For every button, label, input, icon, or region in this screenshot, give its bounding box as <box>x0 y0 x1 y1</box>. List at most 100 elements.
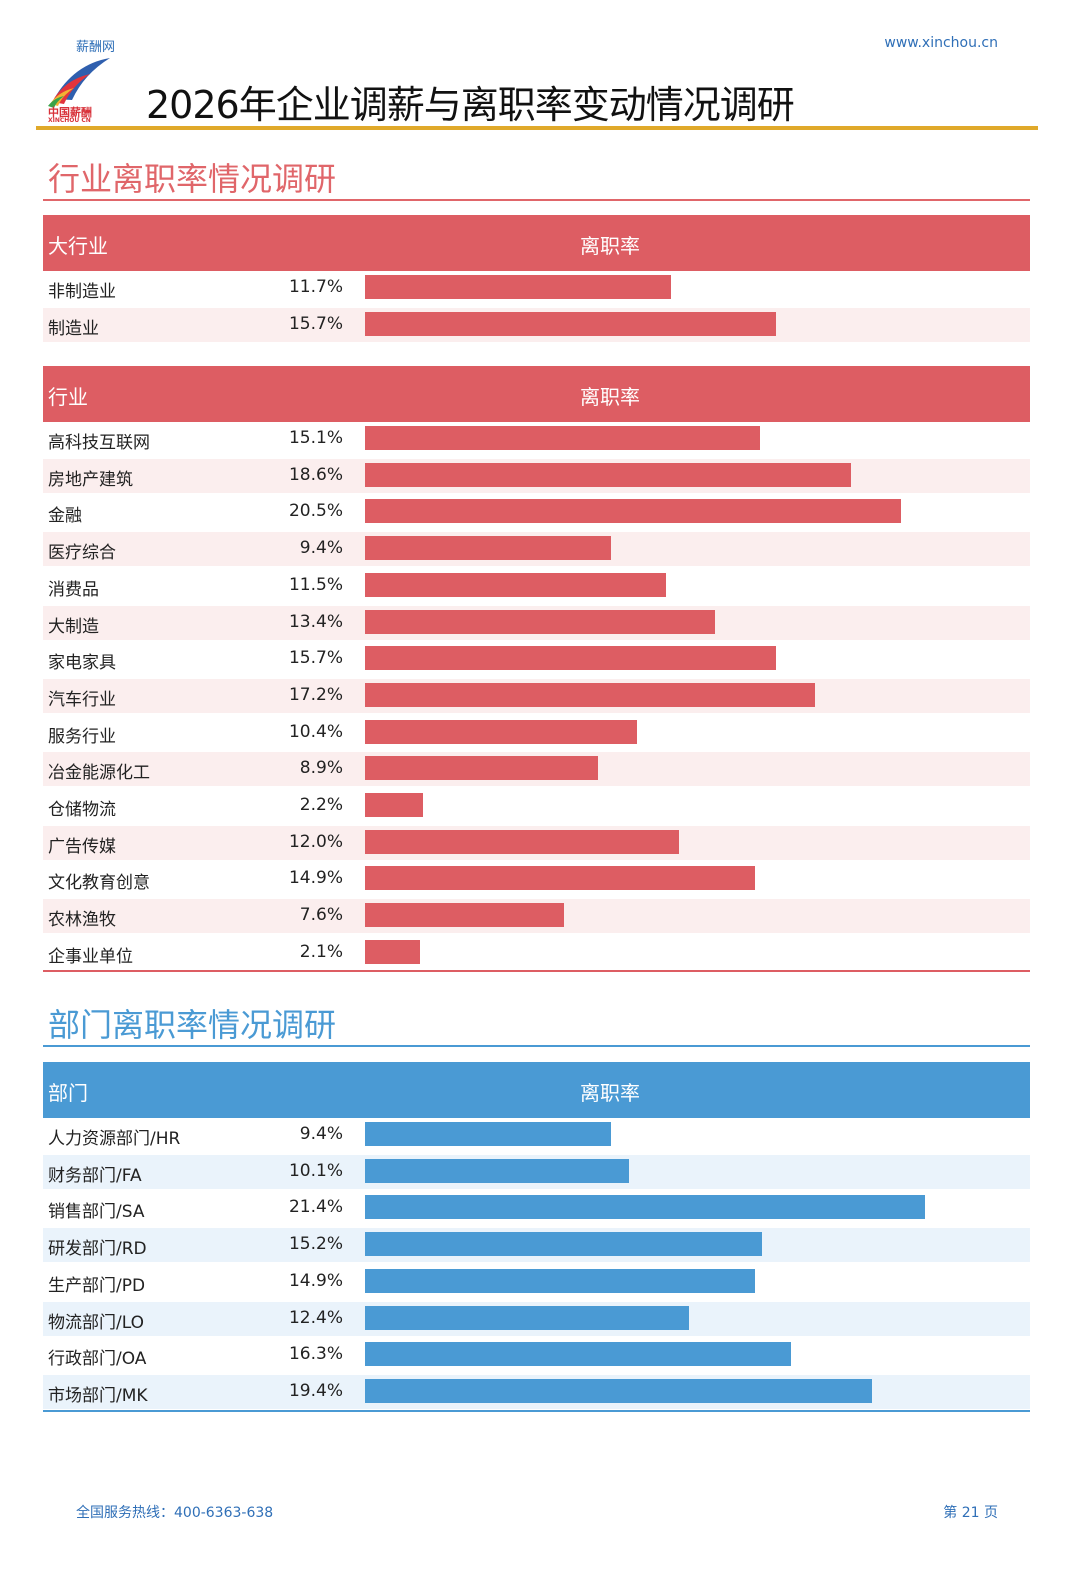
category-label: 家电家具 <box>48 653 116 674</box>
bar <box>365 939 420 964</box>
table-row: 汽车行业 17.2% <box>43 678 1030 713</box>
category-label: 广告传媒 <box>48 836 116 857</box>
table-row: 广告传媒 12.0% <box>43 825 1030 860</box>
header-divider <box>36 126 1038 130</box>
table-row: 高科技互联网 15.1% <box>43 422 1030 456</box>
value-label: 21.4% <box>288 1197 343 1218</box>
table-row: 医疗综合 9.4% <box>43 532 1030 567</box>
table-row: 人力资源部门/HR 9.4% <box>43 1118 1030 1152</box>
category-label: 非制造业 <box>48 282 116 302</box>
bar <box>365 1195 925 1220</box>
table-row: 制造业 15.7% <box>43 307 1030 342</box>
table-row: 农林渔牧 7.6% <box>43 899 1030 934</box>
bar <box>365 609 716 634</box>
value-label: 11.5% <box>288 574 343 595</box>
bar <box>365 719 637 744</box>
table-row: 房地产建筑 18.6% <box>43 458 1030 493</box>
category-label: 销售部门/SA <box>48 1202 145 1223</box>
bar <box>365 1378 873 1403</box>
table-row: 企事业单位 2.1% <box>43 935 1030 970</box>
logo-icon <box>48 58 110 108</box>
category-label: 房地产建筑 <box>48 469 133 490</box>
industry-table-bottom-line <box>43 970 1030 972</box>
table-row: 家电家具 15.7% <box>43 642 1030 677</box>
column-header-department: 部门 <box>48 1081 88 1105</box>
bar <box>365 1232 763 1257</box>
value-label: 20.5% <box>288 501 343 522</box>
value-label: 10.4% <box>288 721 343 742</box>
value-label: 2.2% <box>299 795 343 815</box>
table-row: 财务部门/FA 10.1% <box>43 1154 1030 1189</box>
bar <box>365 682 815 707</box>
category-label: 研发部门/RD <box>48 1239 147 1260</box>
page-title: 2026年企业调薪与离职率变动情况调研 <box>146 83 795 127</box>
category-label: 生产部门/PD <box>48 1275 146 1296</box>
value-label: 15.1% <box>288 428 343 448</box>
table-row: 仓储物流 2.2% <box>43 789 1030 823</box>
bar <box>365 903 564 928</box>
value-label: 8.9% <box>299 758 343 779</box>
category-label: 农林渔牧 <box>48 910 116 931</box>
table-row: 金融 20.5% <box>43 495 1030 530</box>
category-label: 人力资源部门/HR <box>48 1129 181 1149</box>
category-label: 企事业单位 <box>48 946 133 967</box>
table-row: 生产部门/PD 14.9% <box>43 1264 1030 1299</box>
category-label: 物流部门/LO <box>48 1312 144 1333</box>
table-row: 物流部门/LO 12.4% <box>43 1301 1030 1336</box>
value-label: 15.7% <box>288 648 343 669</box>
table-row: 大制造 13.4% <box>43 605 1030 640</box>
bar <box>365 572 666 597</box>
table-row: 行政部门/OA 16.3% <box>43 1338 1030 1373</box>
value-label: 18.6% <box>288 464 343 485</box>
category-label: 市场部门/MK <box>48 1385 148 1406</box>
table-row: 服务行业 10.4% <box>43 715 1030 750</box>
column-header-rate: 离职率 <box>580 385 640 409</box>
category-label: 冶金能源化工 <box>48 763 150 784</box>
value-label: 9.4% <box>299 538 343 559</box>
value-label: 19.4% <box>288 1380 343 1401</box>
table-row: 非制造业 11.7% <box>43 271 1030 305</box>
category-label: 消费品 <box>48 579 99 600</box>
column-header-industry: 行业 <box>48 385 88 409</box>
table-header-sector: 大行业 离职率 <box>43 215 1030 271</box>
bar <box>365 426 760 450</box>
category-label: 财务部门/FA <box>48 1165 142 1186</box>
value-label: 2.1% <box>299 941 343 962</box>
table-row: 销售部门/SA 21.4% <box>43 1191 1030 1226</box>
table-row: 研发部门/RD 15.2% <box>43 1228 1030 1263</box>
category-label: 汽车行业 <box>48 689 116 710</box>
category-label: 金融 <box>48 506 82 527</box>
bar <box>365 829 679 854</box>
industry-section-divider <box>43 199 1030 201</box>
bar <box>365 499 902 524</box>
value-label: 11.7% <box>288 277 343 297</box>
table-header-industry: 行业 离职率 <box>43 366 1030 422</box>
bar <box>365 793 423 817</box>
category-label: 行政部门/OA <box>48 1349 147 1370</box>
category-label: 大制造 <box>48 616 99 637</box>
bar <box>365 536 611 561</box>
logo-text: 中国薪酬 <box>48 106 92 119</box>
value-label: 14.9% <box>288 1270 343 1291</box>
bar <box>365 275 671 299</box>
table-header-department: 部门 离职率 <box>43 1062 1030 1118</box>
category-label: 仓储物流 <box>48 800 116 820</box>
value-label: 13.4% <box>288 611 343 632</box>
value-label: 15.7% <box>288 313 343 334</box>
site-url[interactable]: www.xinchou.cn <box>884 35 998 51</box>
bar <box>365 1268 755 1293</box>
value-label: 14.9% <box>288 868 343 889</box>
bar <box>365 866 755 891</box>
table-row: 市场部门/MK 19.4% <box>43 1374 1030 1409</box>
column-header-rate: 离职率 <box>580 1081 640 1105</box>
column-header-sector: 大行业 <box>48 234 108 258</box>
category-label: 制造业 <box>48 318 99 339</box>
department-table-bottom-line <box>43 1410 1030 1412</box>
category-label: 高科技互联网 <box>48 433 150 453</box>
bar <box>365 462 852 487</box>
logo-subtext: XINCHOU CN <box>48 117 91 124</box>
value-label: 9.4% <box>299 1124 343 1144</box>
bar <box>365 1122 611 1146</box>
page-number: 第 21 页 <box>943 1505 998 1521</box>
value-label: 12.4% <box>288 1307 343 1328</box>
